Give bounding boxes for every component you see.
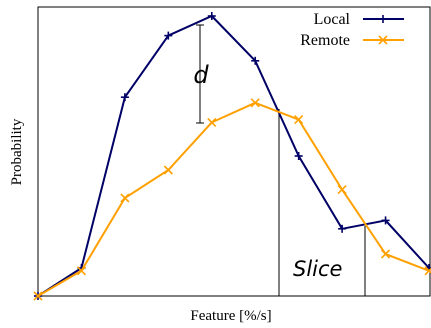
plot-frame: [37, 6, 431, 297]
data-point-remote-2: [120, 193, 130, 203]
data-point-local-4: [207, 12, 216, 20]
data-point-remote-4: [207, 117, 217, 127]
data-point-local-2: [120, 93, 129, 102]
data-point-remote-1: [76, 266, 87, 276]
legend-marker-local: [379, 15, 387, 23]
legend-marker-remote: [378, 35, 388, 45]
data-point-remote-8: [380, 249, 391, 259]
y-axis-label: Probability: [9, 118, 25, 185]
data-point-remote-5: [250, 98, 260, 108]
legend-marker-local-plus: [379, 15, 387, 23]
x-axis-label: Feature [%/s]: [190, 308, 271, 324]
series-line-local: [37, 14, 430, 297]
data-point-local-7: [338, 224, 347, 233]
data-point-remote-9: [424, 266, 431, 276]
data-point-local-3: [164, 31, 173, 40]
series-layer: [33, 12, 431, 301]
legend-marker-remote-x: [378, 35, 388, 45]
legend: Local Remote: [300, 11, 404, 49]
slice-label: Slice: [293, 257, 342, 281]
data-point-remote-7: [337, 185, 347, 195]
distance-annotation: d: [193, 24, 209, 124]
data-point-remote-3: [163, 165, 173, 175]
distance-label: d: [193, 61, 209, 89]
data-point-remote-6: [294, 115, 304, 125]
data-point-local-6: [294, 152, 303, 160]
series-line-remote: [37, 101, 430, 297]
legend-label-remote: Remote: [300, 32, 350, 49]
data-point-local-5: [251, 56, 260, 65]
data-point-local-8: [381, 216, 390, 225]
data-point-remote-0: [33, 291, 43, 301]
legend-label-local: Local: [314, 11, 351, 28]
